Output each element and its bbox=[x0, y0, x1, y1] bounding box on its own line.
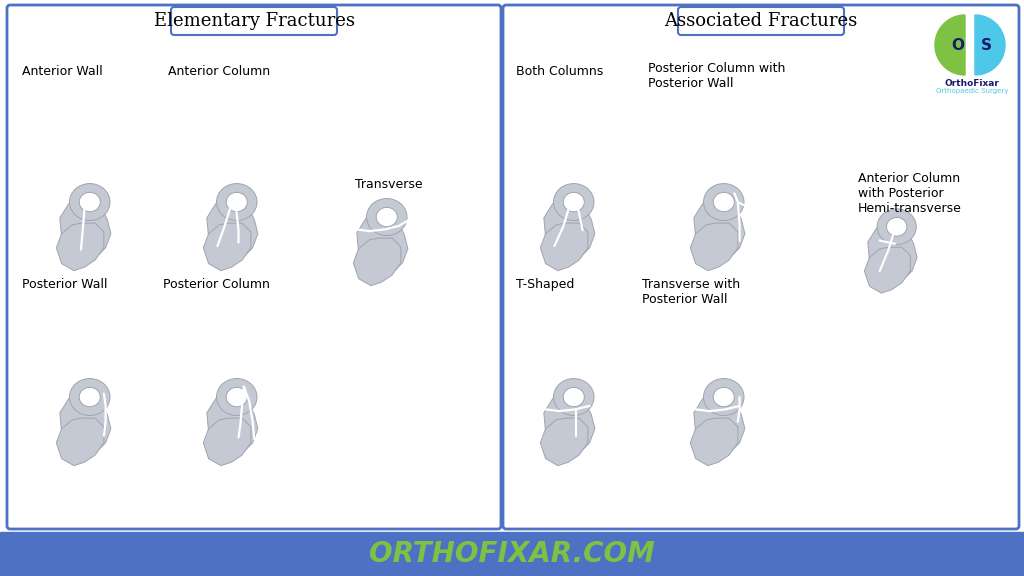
Polygon shape bbox=[541, 223, 588, 271]
Ellipse shape bbox=[226, 192, 248, 212]
Ellipse shape bbox=[79, 388, 100, 407]
Text: Posterior Wall: Posterior Wall bbox=[22, 278, 108, 291]
Polygon shape bbox=[694, 195, 744, 260]
Polygon shape bbox=[356, 210, 408, 275]
Text: T-Shaped: T-Shaped bbox=[516, 278, 574, 291]
Ellipse shape bbox=[563, 388, 585, 407]
Ellipse shape bbox=[713, 388, 734, 407]
Ellipse shape bbox=[878, 209, 916, 245]
Polygon shape bbox=[59, 195, 111, 260]
Ellipse shape bbox=[703, 184, 744, 221]
Text: ORTHOFIXAR.COM: ORTHOFIXAR.COM bbox=[369, 540, 655, 568]
Text: Posterior Column with
Posterior Wall: Posterior Column with Posterior Wall bbox=[648, 62, 785, 90]
Polygon shape bbox=[56, 223, 103, 271]
Text: Anterior Wall: Anterior Wall bbox=[22, 65, 102, 78]
Polygon shape bbox=[867, 220, 918, 283]
Ellipse shape bbox=[216, 378, 257, 415]
Ellipse shape bbox=[79, 192, 100, 212]
Text: S: S bbox=[981, 37, 991, 52]
Ellipse shape bbox=[376, 207, 397, 227]
Polygon shape bbox=[690, 418, 738, 465]
Text: Associated Fractures: Associated Fractures bbox=[665, 12, 858, 30]
Text: Anterior Column: Anterior Column bbox=[168, 65, 270, 78]
Ellipse shape bbox=[703, 378, 744, 415]
Polygon shape bbox=[690, 223, 738, 271]
Text: Orthopaedic Surgery: Orthopaedic Surgery bbox=[936, 88, 1009, 94]
Polygon shape bbox=[694, 390, 744, 455]
Polygon shape bbox=[207, 195, 258, 260]
Text: OrthoFixar: OrthoFixar bbox=[944, 79, 999, 88]
Polygon shape bbox=[207, 390, 258, 455]
Text: Anterior Column
with Posterior
Hemi-transverse: Anterior Column with Posterior Hemi-tran… bbox=[858, 172, 962, 215]
Text: O: O bbox=[951, 37, 965, 52]
FancyBboxPatch shape bbox=[503, 5, 1019, 529]
Polygon shape bbox=[544, 195, 595, 260]
Ellipse shape bbox=[563, 192, 585, 212]
Polygon shape bbox=[204, 223, 251, 271]
Text: Transverse: Transverse bbox=[355, 178, 423, 191]
Polygon shape bbox=[864, 247, 910, 293]
FancyBboxPatch shape bbox=[171, 7, 337, 35]
Ellipse shape bbox=[554, 184, 594, 221]
Ellipse shape bbox=[713, 192, 734, 212]
Polygon shape bbox=[204, 418, 251, 465]
Ellipse shape bbox=[367, 199, 407, 236]
Polygon shape bbox=[353, 238, 400, 286]
Polygon shape bbox=[975, 15, 1005, 75]
Text: Both Columns: Both Columns bbox=[516, 65, 603, 78]
Ellipse shape bbox=[226, 388, 248, 407]
Ellipse shape bbox=[70, 184, 110, 221]
Ellipse shape bbox=[216, 184, 257, 221]
Text: Posterior Column: Posterior Column bbox=[163, 278, 270, 291]
Bar bbox=[0, 532, 1024, 576]
Ellipse shape bbox=[70, 378, 110, 415]
Ellipse shape bbox=[554, 378, 594, 415]
Polygon shape bbox=[56, 418, 103, 465]
Text: Transverse with
Posterior Wall: Transverse with Posterior Wall bbox=[642, 278, 740, 306]
Polygon shape bbox=[935, 15, 965, 75]
FancyBboxPatch shape bbox=[7, 5, 501, 529]
Polygon shape bbox=[59, 390, 111, 455]
Polygon shape bbox=[541, 418, 588, 465]
Ellipse shape bbox=[887, 218, 907, 236]
Text: Elementary Fractures: Elementary Fractures bbox=[154, 12, 354, 30]
Polygon shape bbox=[544, 390, 595, 455]
FancyBboxPatch shape bbox=[678, 7, 844, 35]
